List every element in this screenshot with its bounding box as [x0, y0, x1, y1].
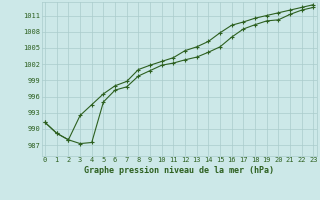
X-axis label: Graphe pression niveau de la mer (hPa): Graphe pression niveau de la mer (hPa) [84, 166, 274, 175]
